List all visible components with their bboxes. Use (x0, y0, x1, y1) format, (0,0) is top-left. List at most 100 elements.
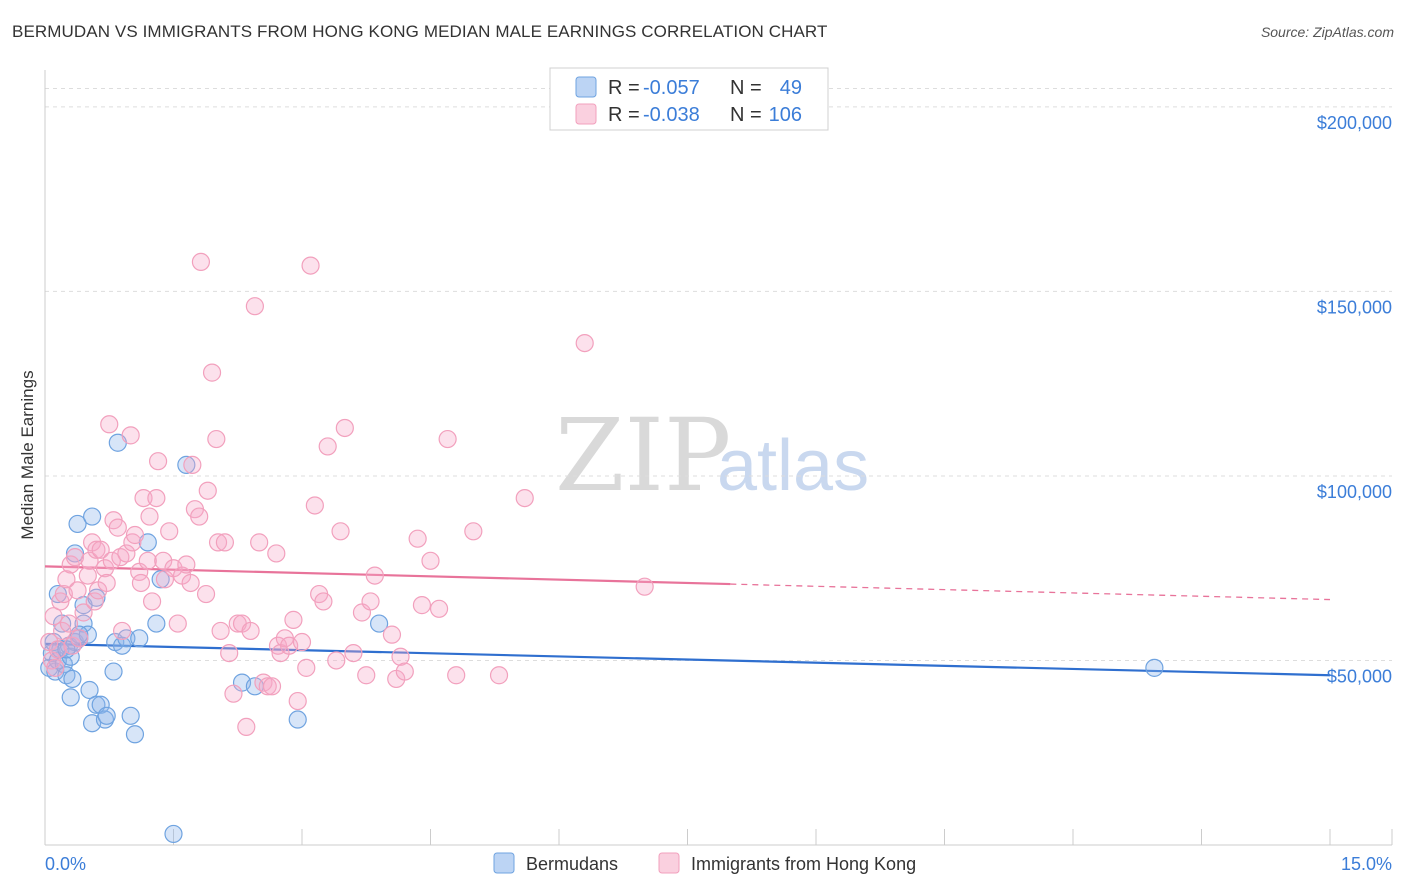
point-bermudans (1145, 658, 1164, 677)
point-bermudans (130, 629, 149, 648)
point-hongkong (288, 691, 307, 711)
point-hongkong (78, 566, 97, 585)
x-tick-labels: 0.0% 15.0% (45, 854, 1392, 874)
point-bermudans (97, 706, 116, 725)
point-hongkong (292, 632, 312, 652)
y-tick-label: $50,000 (1327, 666, 1392, 686)
point-hongkong (284, 610, 303, 629)
trend-lines (44, 565, 1331, 677)
point-hongkong (237, 717, 256, 737)
point-hongkong (208, 533, 228, 552)
point-hongkong (100, 415, 119, 434)
point-hongkong (258, 677, 277, 696)
x-tick-label: 0.0% (45, 854, 86, 874)
point-bermudans (83, 507, 102, 526)
point-hongkong (301, 256, 320, 275)
y-tick-label: $200,000 (1317, 113, 1392, 133)
legend-n-value-hongkong: 106 (769, 104, 802, 126)
point-bermudans (177, 455, 196, 474)
point-hongkong (108, 518, 127, 537)
gridlines (45, 87, 1392, 661)
point-hongkong (54, 584, 73, 604)
point-hongkong (421, 551, 440, 570)
point-hongkong (305, 496, 324, 515)
point-hongkong (148, 452, 168, 471)
point-hongkong (391, 647, 410, 666)
point-hongkong (635, 577, 654, 596)
legend-n-label-bermudans: N = (730, 77, 762, 99)
point-hongkong (68, 581, 87, 600)
legend-swatch-bermudans (575, 76, 597, 98)
point-hongkong (87, 540, 106, 559)
point-hongkong (53, 621, 72, 641)
point-hongkong (429, 599, 449, 618)
trend-line-bermudans (44, 642, 1331, 677)
point-hongkong (220, 643, 239, 663)
bottom-legend-label-hongkong: Immigrants from Hong Kong (691, 854, 916, 874)
point-bermudans (61, 688, 80, 707)
point-hongkong (211, 621, 230, 641)
legend-n-value-bermudans: 49 (780, 77, 802, 99)
point-hongkong (267, 544, 286, 563)
point-hongkong (331, 522, 350, 541)
point-hongkong (160, 522, 179, 541)
point-hongkong (63, 636, 82, 655)
point-hongkong (515, 488, 534, 508)
legend-r-value-bermudans: -0.057 (643, 77, 700, 99)
point-hongkong (112, 621, 132, 641)
point-hongkong (382, 625, 402, 644)
point-hongkong (408, 529, 427, 548)
bottom-legend: Bermudans Immigrants from Hong Kong (493, 852, 916, 874)
trend-line-hongkong-dashed (730, 583, 1331, 601)
point-hongkong (357, 666, 376, 685)
point-bermudans (121, 706, 140, 725)
point-hongkong (70, 629, 89, 648)
point-hongkong (438, 429, 457, 449)
legend-r-label-hongkong: R = (608, 104, 640, 126)
legend-r-label-bermudans: R = (608, 77, 640, 99)
point-hongkong (48, 640, 67, 659)
y-axis-label: Median Male Earnings (18, 370, 37, 539)
source-label: Source: ZipAtlas.com (1260, 24, 1394, 40)
point-hongkong (215, 533, 234, 552)
point-hongkong (57, 570, 76, 589)
point-hongkong (97, 573, 116, 593)
point-hongkong (191, 252, 211, 272)
point-hongkong (140, 507, 159, 526)
point-hongkong (196, 584, 216, 604)
point-hongkong (168, 614, 187, 633)
point-hongkong (142, 592, 162, 611)
y-tick-labels: $50,000 $100,000 $150,000 $200,000 (1317, 113, 1392, 687)
point-hongkong (327, 651, 346, 670)
point-hongkong (177, 555, 196, 574)
point-bermudans (91, 695, 110, 714)
watermark-zip: ZIP (555, 397, 731, 514)
point-hongkong (489, 666, 509, 685)
legend-n-label-hongkong: N = (730, 104, 762, 126)
point-hongkong (183, 455, 202, 474)
point-bermudans (164, 824, 183, 844)
point-hongkong (44, 607, 63, 626)
data-points (40, 252, 1164, 844)
point-hongkong (131, 573, 151, 593)
trend-line-hongkong (44, 565, 731, 586)
point-hongkong (85, 592, 104, 611)
point-hongkong (91, 540, 110, 559)
point-hongkong (198, 481, 217, 500)
point-hongkong (412, 596, 432, 615)
point-hongkong (395, 662, 414, 681)
point-hongkong (95, 559, 115, 578)
point-bermudans (68, 514, 87, 534)
point-hongkong (123, 533, 142, 552)
point-bermudans (370, 614, 389, 633)
legend: R = -0.057 N = 49 R = -0.038 N = 106 (549, 67, 829, 131)
bottom-legend-swatch-bermudans (493, 852, 515, 874)
point-bermudans (48, 584, 67, 604)
point-bermudans (80, 680, 99, 700)
point-bermudans (125, 725, 145, 744)
point-hongkong (147, 488, 166, 508)
point-hongkong (224, 684, 243, 703)
point-hongkong (575, 333, 594, 353)
point-hongkong (207, 429, 226, 449)
point-hongkong (125, 525, 145, 545)
